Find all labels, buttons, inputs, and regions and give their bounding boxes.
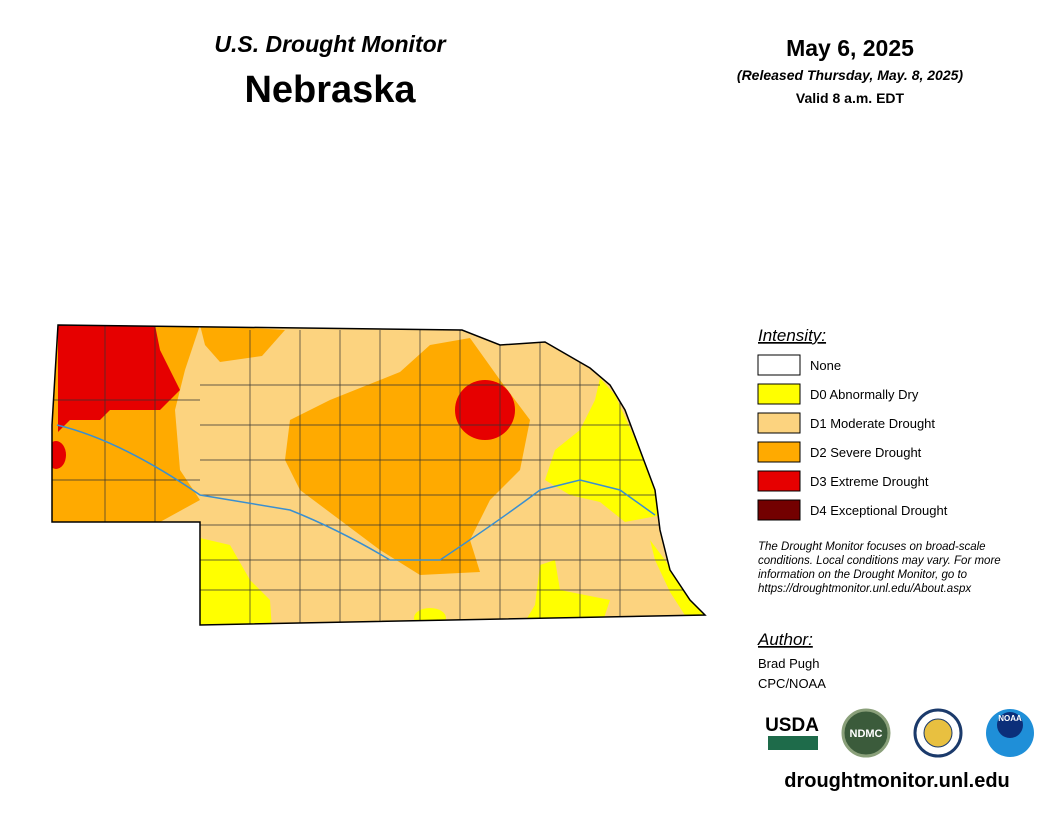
note-line: information on the Drought Monitor, go t… <box>758 569 968 581</box>
seal-inner <box>923 718 953 748</box>
legend-swatch <box>757 354 801 376</box>
author-title: Author: <box>757 630 813 649</box>
d0-area <box>195 538 272 625</box>
legend-label: D3 Extreme Drought <box>810 474 929 489</box>
legend-label: D2 Severe Drought <box>810 445 922 460</box>
d0-area <box>520 560 610 625</box>
d3-area <box>455 380 515 440</box>
usda-logo: USDA <box>765 715 819 736</box>
legend-swatch <box>757 470 801 492</box>
ndmc-ring <box>841 708 891 758</box>
d3-area <box>52 441 66 469</box>
d0-area <box>545 378 662 522</box>
author-org: CPC/NOAA <box>758 676 826 691</box>
drought-map <box>52 325 705 625</box>
note-line: The Drought Monitor focuses on broad-sca… <box>758 541 986 553</box>
legend-swatch <box>757 412 801 434</box>
legend-title: Intensity: <box>758 326 826 345</box>
logos: USDA NDMC NOAA <box>765 708 1034 758</box>
legend-swatch <box>757 441 801 463</box>
d3-area <box>58 325 180 432</box>
county-lines <box>52 325 690 625</box>
d0-area <box>414 608 446 625</box>
title: Nebraska <box>244 69 416 111</box>
ndmc-logo: NDMC <box>850 728 883 740</box>
d2-area <box>200 325 285 362</box>
river <box>56 424 656 561</box>
note-line: conditions. Local conditions may vary. F… <box>758 555 1001 567</box>
note-line: https://droughtmonitor.unl.edu/About.asp… <box>758 583 972 595</box>
note: The Drought Monitor focuses on broad-sca… <box>758 541 1001 595</box>
subtitle: U.S. Drought Monitor <box>214 31 446 57</box>
legend: None D0 Abnormally Dry D1 Moderate Drought… <box>757 354 948 521</box>
legend-label: D0 Abnormally Dry <box>810 387 919 402</box>
url: droughtmonitor.unl.edu <box>784 770 1010 792</box>
date: May 6, 2025 <box>786 35 914 61</box>
legend-label: D4 Exceptional Drought <box>810 503 948 518</box>
legend-label: None <box>810 358 841 373</box>
noaa-inner <box>997 712 1023 738</box>
author-name: Brad Pugh <box>758 656 819 671</box>
legend-swatch <box>757 383 801 405</box>
legend-swatch <box>757 499 801 521</box>
valid: Valid 8 a.m. EDT <box>796 90 905 106</box>
noaa-logo: NOAA <box>998 714 1022 723</box>
legend-label: D1 Moderate Drought <box>810 416 935 431</box>
usda-mark <box>768 736 818 750</box>
released: (Released Thursday, May. 8, 2025) <box>737 67 964 83</box>
state-outline <box>51 324 707 626</box>
